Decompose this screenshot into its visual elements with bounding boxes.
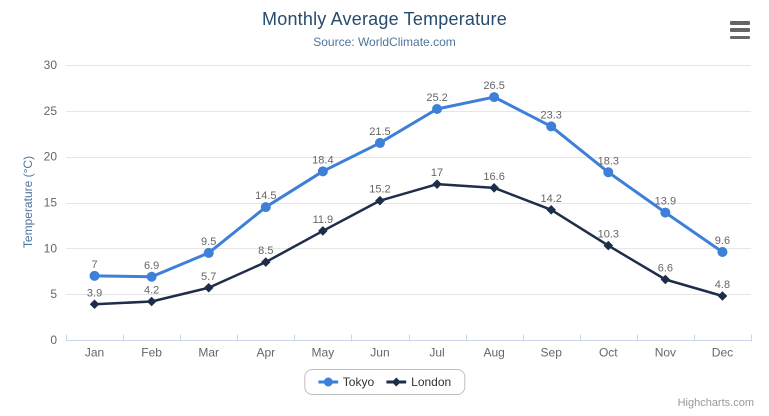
data-label-london: 4.8: [715, 279, 730, 291]
x-axis-label: Aug: [483, 346, 504, 360]
data-label-tokyo: 23.3: [540, 109, 561, 121]
data-label-london: 4.2: [144, 285, 159, 297]
data-label-tokyo: 18.4: [312, 154, 333, 166]
legend-item-tokyo[interactable]: Tokyo: [317, 375, 375, 389]
data-label-london: 15.2: [369, 184, 390, 196]
data-label-tokyo: 25.2: [426, 92, 447, 104]
data-point-london[interactable]: [489, 183, 499, 193]
data-point-london[interactable]: [89, 299, 100, 310]
data-point-tokyo[interactable]: [546, 121, 557, 132]
chart-subtitle: Source: WorldClimate.com: [313, 35, 456, 49]
x-axis-label: Dec: [712, 346, 733, 360]
x-axis-label: Feb: [141, 346, 162, 360]
hamburger-icon: [730, 21, 750, 25]
data-point-london[interactable]: [660, 274, 671, 285]
data-label-london: 10.3: [598, 229, 619, 241]
data-point-london[interactable]: [603, 240, 614, 251]
data-label-tokyo: 21.5: [369, 126, 390, 138]
y-axis-label: 5: [50, 287, 57, 301]
data-point-tokyo[interactable]: [260, 202, 271, 213]
x-axis-label: Nov: [655, 346, 676, 360]
legend-item-london[interactable]: London: [386, 375, 451, 389]
data-label-london: 14.2: [540, 193, 561, 205]
data-point-tokyo[interactable]: [317, 166, 328, 177]
y-axis-label: 10: [44, 241, 58, 255]
series-line-tokyo: [93, 95, 724, 279]
legend-label-london: London: [411, 375, 452, 389]
x-axis-label: Jan: [85, 346, 104, 360]
data-label-london: 17: [431, 167, 443, 179]
x-axis-label: Oct: [599, 346, 618, 360]
x-axis-label: Jun: [370, 346, 389, 360]
data-point-london[interactable]: [260, 257, 271, 267]
y-axis-label: 30: [44, 58, 58, 72]
data-label-tokyo: 18.3: [598, 155, 619, 167]
data-label-london: 16.6: [483, 171, 504, 183]
data-label-london: 8.5: [258, 245, 273, 257]
data-label-tokyo: 14.5: [255, 190, 276, 202]
x-axis-label: Apr: [256, 346, 275, 360]
y-axis-label: 0: [50, 333, 57, 347]
data-label-london: 6.6: [658, 263, 673, 275]
y-axis-title: Temperature (°C): [21, 156, 35, 248]
data-point-tokyo[interactable]: [717, 247, 728, 257]
data-point-london[interactable]: [717, 291, 728, 301]
x-axis-label: Jul: [429, 346, 444, 360]
data-label-tokyo: 6.9: [144, 260, 159, 272]
legend-marker-tokyo: [317, 377, 338, 387]
x-axis-label: Sep: [541, 346, 563, 360]
data-point-tokyo[interactable]: [603, 167, 614, 178]
data-label-london: 11.9: [313, 214, 334, 226]
x-axis-label: May: [312, 346, 335, 360]
data-point-london[interactable]: [375, 195, 385, 206]
data-point-london[interactable]: [432, 179, 442, 189]
chart-title: Monthly Average Temperature: [262, 9, 507, 29]
data-point-london[interactable]: [146, 296, 157, 307]
hamburger-icon: [730, 28, 750, 32]
legend-marker-london: [386, 377, 407, 387]
data-label-tokyo: 7: [91, 259, 97, 271]
data-label-tokyo: 9.5: [201, 236, 216, 248]
y-axis-label: 25: [44, 104, 58, 118]
data-point-tokyo[interactable]: [432, 104, 443, 114]
data-point-tokyo[interactable]: [489, 92, 500, 103]
credits-link[interactable]: Highcharts.com: [677, 397, 754, 409]
y-axis-label: 15: [44, 196, 58, 210]
data-point-london[interactable]: [546, 205, 557, 215]
x-axis-label: Mar: [198, 346, 219, 360]
data-label-tokyo: 26.5: [483, 80, 504, 92]
hamburger-icon: [730, 35, 750, 39]
legend: Tokyo London: [303, 369, 466, 395]
data-point-tokyo[interactable]: [89, 270, 100, 281]
data-point-tokyo[interactable]: [660, 207, 671, 218]
data-point-tokyo[interactable]: [203, 247, 214, 258]
context-menu-button[interactable]: [730, 21, 750, 39]
data-point-tokyo[interactable]: [374, 137, 385, 148]
legend-label-tokyo: Tokyo: [342, 375, 375, 389]
data-point-london[interactable]: [203, 282, 214, 293]
series-line-london: [93, 182, 724, 306]
y-axis-label: 20: [44, 150, 58, 164]
data-point-tokyo[interactable]: [146, 271, 157, 282]
data-point-london[interactable]: [318, 226, 328, 236]
data-label-london: 5.7: [201, 271, 216, 283]
data-label-tokyo: 9.6: [715, 235, 730, 247]
data-label-tokyo: 13.9: [655, 196, 676, 208]
data-label-london: 3.9: [87, 287, 102, 299]
